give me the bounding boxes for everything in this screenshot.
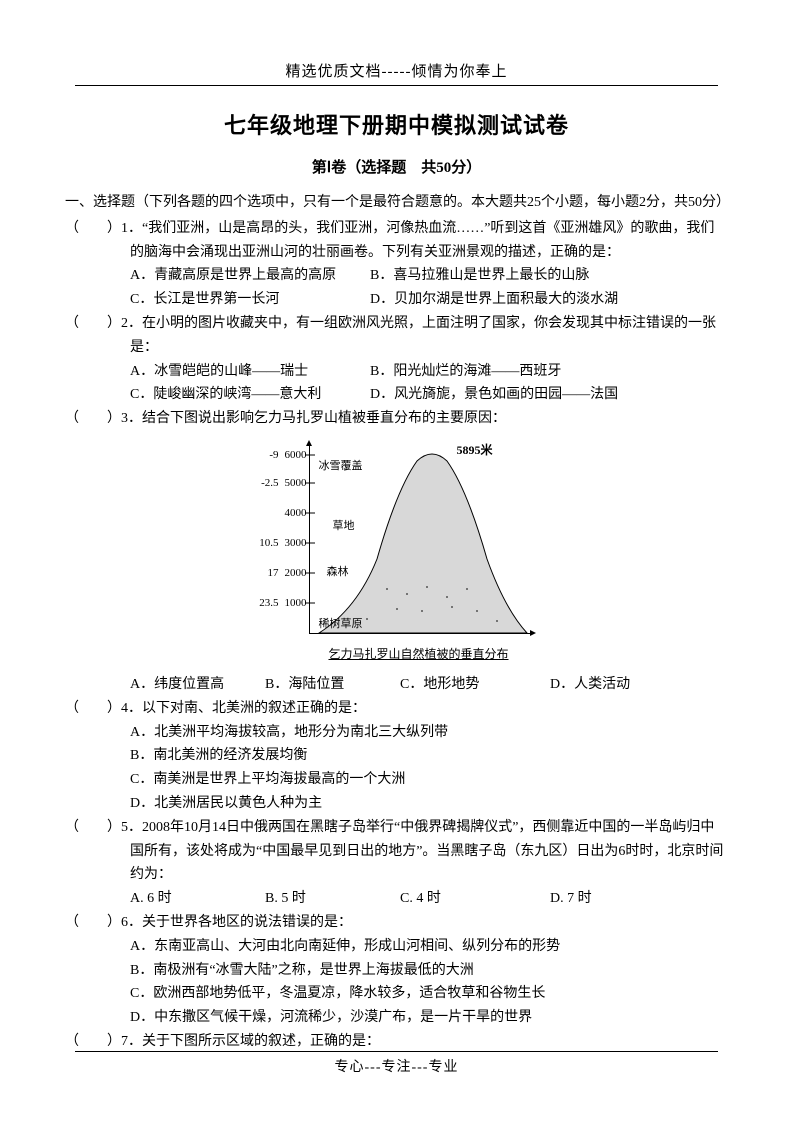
- question-1-options-row2: C．长江是世界第一长河 D．贝加尔湖是世界上面积最大的淡水湖: [65, 288, 728, 312]
- zone-grass: 草地: [333, 517, 355, 533]
- q2-option-b: B．阳光灿烂的海滩——西班牙: [370, 360, 561, 384]
- ytick-1000: 1000: [281, 597, 307, 609]
- page-top-header: 精选优质文档-----倾情为你奉上: [65, 60, 728, 81]
- zone-savanna: 稀树草原: [319, 615, 363, 631]
- q6-option-d: D．中东撒区气候干燥，河流稀少，沙漠广布，是一片干旱的世界: [65, 1006, 728, 1030]
- q2-option-c: C．陡峻幽深的峡湾——意大利: [130, 383, 370, 407]
- q2-option-a: A．冰雪皑皑的山峰——瑞士: [130, 360, 370, 384]
- question-3-options: A．纬度位置高 B．海陆位置 C．地形地势 D．人类活动: [65, 673, 728, 697]
- question-6-stem: （ ）6．关于世界各地区的说法错误的是：: [65, 911, 728, 935]
- exam-title: 七年级地理下册期中模拟测试试卷: [65, 108, 728, 140]
- temp-4: 23.5: [247, 597, 279, 609]
- q6-option-b: B．南极洲有“冰雪大陆”之称，是世界上海拔最低的大洲: [65, 959, 728, 983]
- temp-2: 10.5: [247, 537, 279, 549]
- ytick-5000: 5000: [281, 477, 307, 489]
- bottom-rule: [75, 1051, 718, 1052]
- q2-option-d: D．风光旖旎，景色如画的田园——法国: [370, 383, 618, 407]
- question-3-stem: （ ）3．结合下图说出影响乞力马扎罗山植被垂直分布的主要原因：: [65, 407, 728, 431]
- question-4-stem: （ ）4．以下对南、北美洲的叙述正确的是：: [65, 697, 728, 721]
- q1-option-a: A．青藏高原是世界上最高的高原: [130, 264, 370, 288]
- q3-option-b: B．海陆位置: [265, 673, 400, 697]
- q4-option-c: C．南美洲是世界上平均海拔最高的一个大洲: [65, 768, 728, 792]
- q5-option-b: B. 5 时: [265, 887, 400, 911]
- question-5-options: A. 6 时 B. 5 时 C. 4 时 D. 7 时: [65, 887, 728, 911]
- peak-label: 5895米: [457, 441, 493, 458]
- ytick-3000: 3000: [281, 537, 307, 549]
- question-2-stem: （ ）2．在小明的图片收藏夹中，有一组欧洲风光照，上面注明了国家，你会发现其中标…: [65, 312, 728, 360]
- exam-subtitle: 第Ⅰ卷（选择题 共50分）: [65, 156, 728, 177]
- top-rule: [75, 85, 718, 86]
- zone-forest: 森林: [327, 563, 349, 579]
- page-footer: 专心---专注---专业: [0, 1056, 793, 1076]
- q1-option-b: B．喜马拉雅山是世界上最长的山脉: [370, 264, 589, 288]
- q1-option-c: C．长江是世界第一长河: [130, 288, 370, 312]
- ytick-6000: 6000: [281, 449, 307, 461]
- question-5-stem: （ ）5．2008年10月14日中俄两国在黑瞎子岛举行“中俄界碑揭牌仪式”，西侧…: [65, 816, 728, 887]
- q6-option-c: C．欧洲西部地势低平，冬温夏凉，降水较多，适合牧草和谷物生长: [65, 982, 728, 1006]
- q3-option-a: A．纬度位置高: [130, 673, 265, 697]
- mountain-diagram: 6000 5000 4000 3000 2000 1000 -9 -2.5 10…: [247, 439, 547, 669]
- q4-option-a: A．北美洲平均海拔较高，地形分为南北三大纵列带: [65, 721, 728, 745]
- q4-option-b: B．南北美洲的经济发展均衡: [65, 744, 728, 768]
- temp-1: -2.5: [247, 477, 279, 489]
- q4-option-d: D．北美洲居民以黄色人种为主: [65, 792, 728, 816]
- diagram-caption: 乞力马扎罗山自然植被的垂直分布: [309, 645, 529, 662]
- q3-option-d: D．人类活动: [550, 673, 630, 697]
- q5-option-a: A. 6 时: [130, 887, 265, 911]
- mountain-diagram-wrap: 6000 5000 4000 3000 2000 1000 -9 -2.5 10…: [65, 431, 728, 673]
- temp-3: 17: [247, 567, 279, 579]
- section-header: 一、选择题（下列各题的四个选项中，只有一个是最符合题意的。本大题共25个小题，每…: [104, 191, 728, 215]
- temp-0: -9: [247, 449, 279, 461]
- zone-snow: 冰雪覆盖: [319, 457, 363, 473]
- q6-option-a: A．东南亚高山、大河由北向南延伸，形成山河相间、纵列分布的形势: [65, 935, 728, 959]
- ytick-4000: 4000: [281, 507, 307, 519]
- q5-option-d: D. 7 时: [550, 887, 592, 911]
- question-1-options-row1: A．青藏高原是世界上最高的高原 B．喜马拉雅山是世界上最长的山脉: [65, 264, 728, 288]
- question-1-stem: （ ）1．“我们亚洲，山是高昂的头，我们亚洲，河像热血流……”听到这首《亚洲雄风…: [65, 217, 728, 265]
- ytick-2000: 2000: [281, 567, 307, 579]
- question-2-options-row2: C．陡峻幽深的峡湾——意大利 D．风光旖旎，景色如画的田园——法国: [65, 383, 728, 407]
- q3-option-c: C．地形地势: [400, 673, 550, 697]
- mountain-svg: [247, 439, 547, 669]
- q1-option-d: D．贝加尔湖是世界上面积最大的淡水湖: [370, 288, 618, 312]
- question-2-options-row1: A．冰雪皑皑的山峰——瑞士 B．阳光灿烂的海滩——西班牙: [65, 360, 728, 384]
- q5-option-c: C. 4 时: [400, 887, 550, 911]
